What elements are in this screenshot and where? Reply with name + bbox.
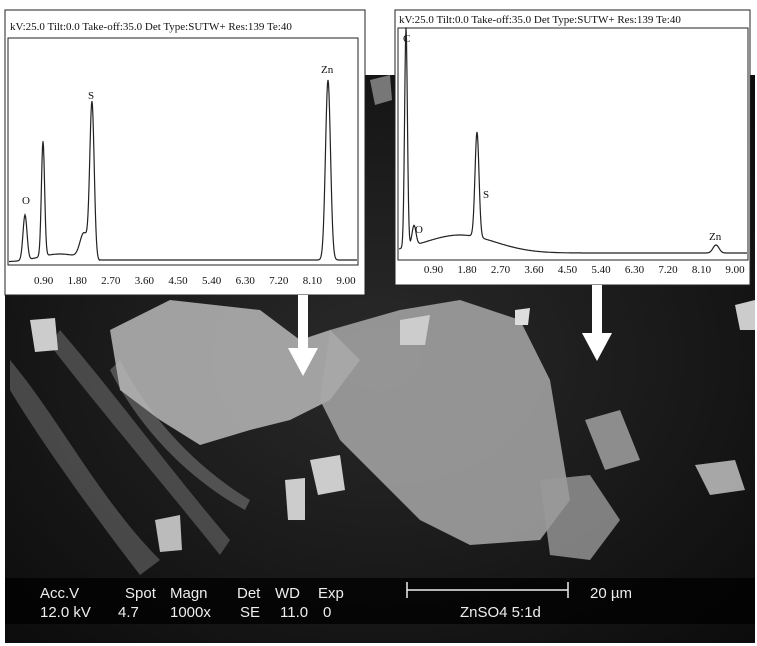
- x-tick-label: 1.80: [68, 275, 88, 287]
- x-tick-label: 5.40: [202, 275, 222, 287]
- peak-label: O: [22, 195, 30, 207]
- scale-label: 20 µm: [590, 585, 632, 602]
- x-tick-label: 1.80: [457, 264, 477, 276]
- x-tick-label: 6.30: [236, 275, 256, 287]
- x-tick-label: 0.90: [34, 275, 54, 287]
- info-value: 0: [323, 604, 331, 621]
- x-tick-label: 3.60: [524, 264, 544, 276]
- inset-header: kV:25.0 Tilt:0.0 Take-off:35.0 Det Type:…: [10, 21, 292, 33]
- x-tick-label: 2.70: [491, 264, 511, 276]
- info-value: 1000x: [170, 604, 211, 621]
- x-tick-label: 8.10: [692, 264, 712, 276]
- sample-label: ZnSO4 5:1d: [460, 604, 541, 621]
- arrow-shaft: [592, 285, 602, 335]
- info-header: WD: [275, 585, 300, 602]
- x-tick-label: 4.50: [558, 264, 578, 276]
- x-tick-label: 8.10: [303, 275, 323, 287]
- info-header: Acc.V: [40, 585, 79, 602]
- peak-label: Zn: [709, 231, 722, 243]
- info-value: 11.0: [280, 604, 308, 621]
- info-header: Det: [237, 585, 261, 602]
- info-value: SE: [240, 604, 260, 621]
- x-tick-label: 5.40: [591, 264, 611, 276]
- x-tick-label: 7.20: [269, 275, 289, 287]
- peak-label: C: [403, 33, 410, 45]
- info-value: 12.0 kV: [40, 604, 91, 621]
- arrow-shaft: [298, 295, 308, 350]
- x-tick-label: 9.00: [725, 264, 745, 276]
- x-tick-label: 0.90: [424, 264, 444, 276]
- left-spectrum: kV:25.0 Tilt:0.0 Take-off:35.0 Det Type:…: [5, 10, 365, 295]
- figure: kV:25.0 Tilt:0.0 Take-off:35.0 Det Type:…: [0, 0, 757, 646]
- info-value: 4.7: [118, 604, 139, 621]
- info-header: Exp: [318, 585, 344, 602]
- right-spectrum: kV:25.0 Tilt:0.0 Take-off:35.0 Det Type:…: [395, 10, 750, 285]
- inset-frame: [5, 10, 365, 295]
- peak-label: S: [483, 189, 489, 201]
- x-tick-label: 3.60: [135, 275, 155, 287]
- peak-label: Zn: [321, 64, 334, 76]
- x-tick-label: 2.70: [101, 275, 121, 287]
- peak-label: O: [415, 224, 423, 236]
- inset-header: kV:25.0 Tilt:0.0 Take-off:35.0 Det Type:…: [399, 14, 681, 26]
- x-tick-label: 4.50: [168, 275, 188, 287]
- x-tick-label: 6.30: [625, 264, 645, 276]
- inset-frame: [395, 10, 750, 285]
- info-bar: Acc.V Spot Magn Det WD Exp 12.0 kV 4.7 1…: [5, 578, 755, 624]
- x-tick-label: 9.00: [336, 275, 356, 287]
- peak-label: S: [88, 90, 94, 102]
- info-header: Magn: [170, 585, 208, 602]
- info-header: Spot: [125, 585, 157, 602]
- x-tick-label: 7.20: [658, 264, 678, 276]
